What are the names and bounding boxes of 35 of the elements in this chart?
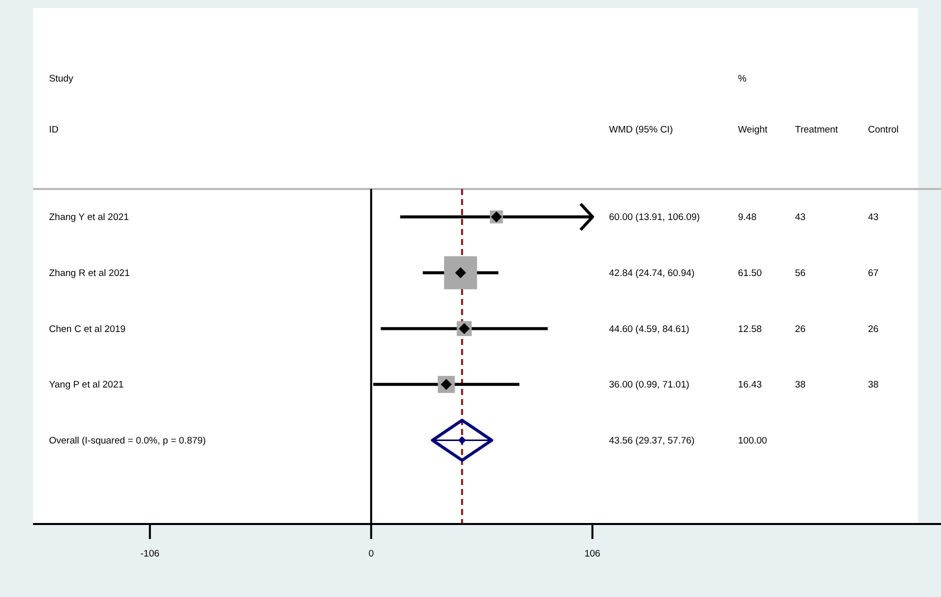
annotation: 26 bbox=[795, 324, 806, 335]
x-tick-label: -106 bbox=[140, 548, 160, 560]
annotation: 43 bbox=[868, 212, 879, 224]
annotation: 16.43 bbox=[738, 380, 762, 391]
annotation: 56 bbox=[795, 268, 806, 280]
annotation: 61.50 bbox=[738, 268, 762, 280]
text: % bbox=[738, 73, 747, 84]
y-tick-label: Yang P et al 2021 bbox=[49, 380, 124, 391]
text: Study bbox=[49, 73, 74, 84]
annotation: 43.56 (29.37, 57.76) bbox=[609, 436, 695, 447]
annotation: 9.48 bbox=[738, 212, 756, 224]
y-tick-label: Zhang Y et al 2021 bbox=[49, 212, 129, 224]
annotation: 12.58 bbox=[738, 324, 762, 335]
point bbox=[458, 436, 466, 444]
annotation: 100.00 bbox=[738, 436, 768, 447]
x-tick-label: 106 bbox=[584, 548, 600, 560]
annotation: 43 bbox=[795, 212, 806, 224]
x-tick-label: 0 bbox=[368, 548, 374, 560]
y-tick-label: Zhang R et al 2021 bbox=[49, 268, 130, 280]
y-tick-label: Overall (I-squared = 0.0%, p = 0.879) bbox=[49, 436, 206, 447]
text: WMD (95% CI) bbox=[609, 124, 673, 136]
text: Control bbox=[868, 124, 899, 136]
annotation: 38 bbox=[795, 380, 806, 391]
text: Treatment bbox=[795, 124, 838, 136]
annotation: 38 bbox=[868, 380, 879, 391]
annotation: 26 bbox=[868, 324, 879, 335]
text: Weight bbox=[738, 124, 768, 136]
text: ID bbox=[49, 124, 59, 136]
annotation: 67 bbox=[868, 268, 879, 280]
point bbox=[438, 376, 455, 393]
annotation: 44.60 (4.59, 84.61) bbox=[609, 324, 690, 335]
y-tick-label: Chen C et al 2019 bbox=[49, 324, 126, 335]
annotation: 36.00 (0.99, 71.01) bbox=[609, 380, 690, 391]
annotation: 42.84 (24.74, 60.94) bbox=[609, 268, 695, 280]
annotation: 60.00 (13.91, 106.09) bbox=[609, 212, 700, 224]
